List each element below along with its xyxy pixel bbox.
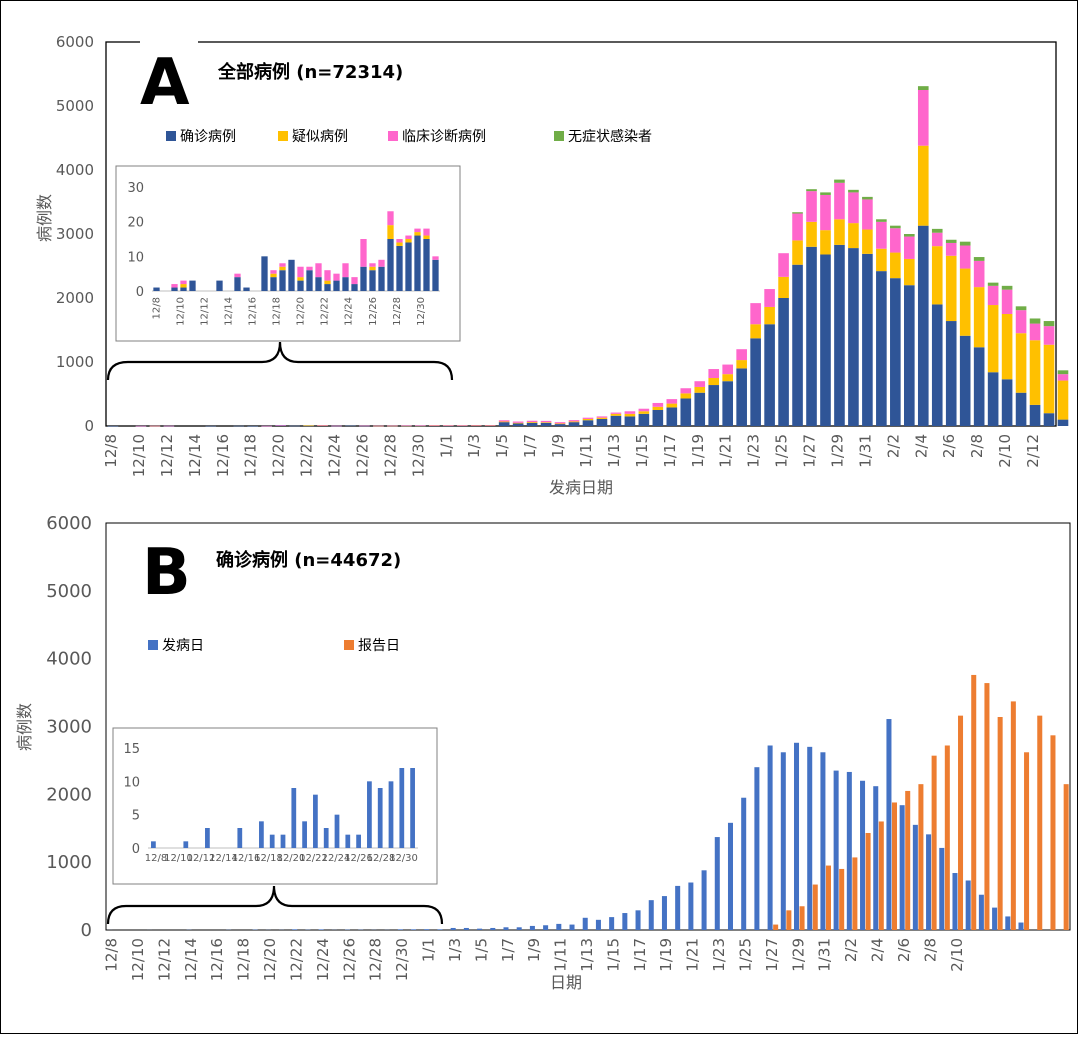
figure-frame: [0, 0, 1078, 1034]
